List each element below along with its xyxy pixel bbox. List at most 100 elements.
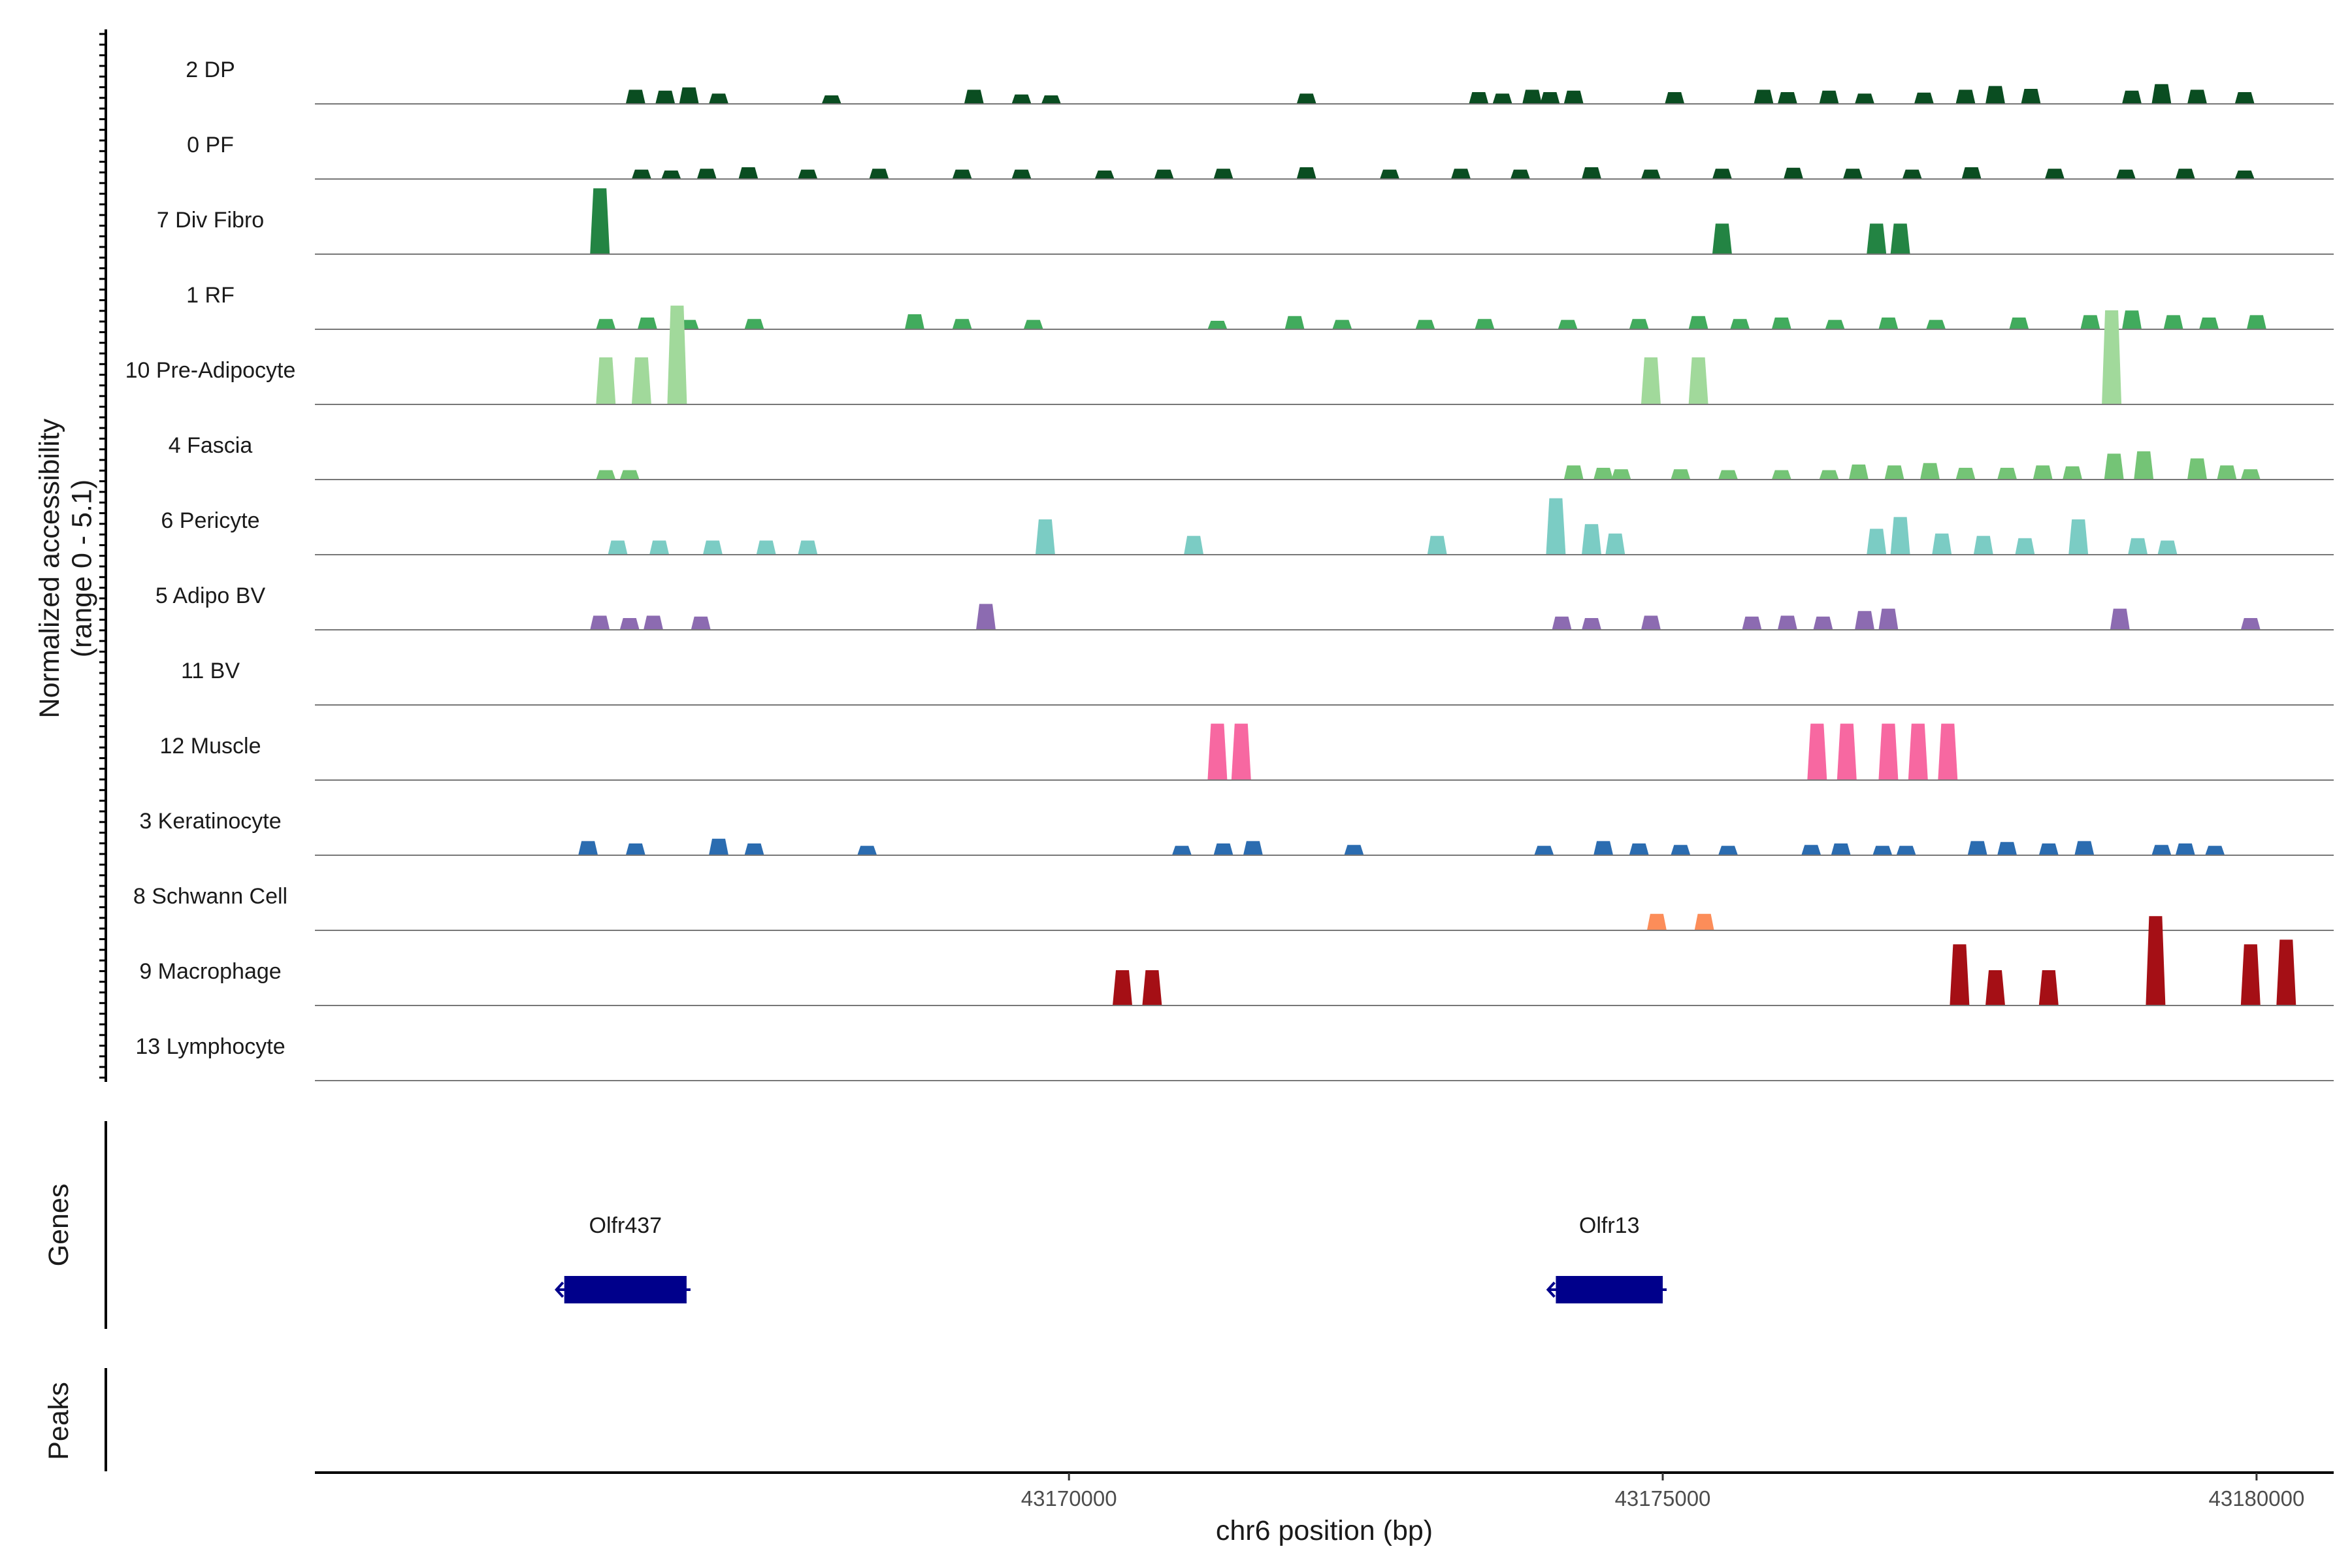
- accessibility-peak: [1902, 169, 1922, 179]
- accessibility-peak: [1475, 319, 1495, 329]
- accessibility-peak: [2163, 315, 2183, 329]
- accessibility-peak: [2276, 939, 2296, 1005]
- accessibility-peak: [2234, 171, 2255, 179]
- accessibility-peak: [631, 169, 651, 179]
- accessibility-peak: [1712, 169, 1732, 179]
- accessibility-peak: [667, 305, 687, 404]
- accessibility-peak: [2068, 519, 2089, 555]
- accessibility-peak: [1688, 316, 1708, 329]
- accessibility-peak: [1231, 723, 1251, 780]
- accessibility-peak: [2157, 540, 2178, 555]
- accessibility-peak: [661, 171, 681, 179]
- track-4-fascia: 4 Fascia: [169, 433, 2334, 480]
- x-axis-label: chr6 position (bp): [1216, 1515, 1433, 1546]
- accessibility-peak: [1878, 608, 1899, 630]
- accessibility-peak: [1094, 171, 1115, 179]
- accessibility-peak: [798, 169, 818, 179]
- accessibility-peak: [2063, 466, 2083, 480]
- accessibility-peak: [1867, 223, 1887, 254]
- x-tick-label: 43170000: [1021, 1486, 1117, 1511]
- peaks-panel: Peaks: [43, 1368, 107, 1471]
- accessibility-peak: [649, 540, 670, 555]
- accessibility-peak: [1629, 319, 1649, 329]
- track-label: 2 DP: [186, 57, 235, 82]
- accessibility-peak: [1593, 841, 1614, 855]
- accessibility-peak: [1011, 94, 1032, 104]
- accessibility-peak: [1771, 318, 1791, 329]
- accessibility-peak: [1985, 970, 2005, 1005]
- accessibility-peak: [1552, 616, 1572, 630]
- accessibility-peak: [1629, 843, 1649, 855]
- accessibility-peak: [1777, 92, 1797, 104]
- accessibility-peak: [1207, 321, 1228, 329]
- accessibility-peak: [1819, 470, 1839, 480]
- accessibility-peak: [709, 838, 728, 855]
- track-label: 9 Macrophage: [139, 959, 281, 984]
- accessibility-peak: [2074, 841, 2095, 855]
- accessibility-peak: [2234, 92, 2255, 104]
- accessibility-peak: [869, 169, 889, 179]
- track-label: 11 BV: [181, 659, 240, 683]
- accessibility-peak: [2009, 318, 2029, 329]
- accessibility-peak: [1534, 845, 1554, 855]
- accessibility-peak: [1688, 357, 1708, 404]
- accessibility-peak: [2033, 465, 2053, 480]
- accessibility-peak: [2115, 169, 2136, 179]
- accessibility-peak: [1985, 86, 2005, 104]
- accessibility-peak: [590, 615, 610, 630]
- accessibility-peak: [1842, 169, 1863, 179]
- track-12-muscle: 12 Muscle: [160, 723, 2334, 781]
- accessibility-peak: [1380, 169, 1399, 179]
- accessibility-peak: [1955, 90, 1976, 104]
- accessibility-peak: [1469, 92, 1489, 104]
- x-axis: 43170000 43175000 43180000 chr6 position (…: [315, 1471, 2334, 1546]
- accessibility-peak: [1825, 319, 1845, 329]
- accessibility-peak: [696, 169, 717, 179]
- accessibility-peak: [596, 470, 616, 480]
- accessibility-peak: [1932, 533, 1952, 555]
- accessibility-peak: [952, 169, 972, 179]
- accessibility-peak: [2080, 315, 2100, 329]
- accessibility-peak: [691, 616, 711, 630]
- accessibility-peak: [2205, 845, 2225, 855]
- accessibility-peak: [2104, 453, 2124, 480]
- track-8-schwann-cell: 8 Schwann Cell: [133, 884, 2334, 931]
- accessibility-peak: [1961, 167, 1982, 179]
- accessibility-peak: [1997, 468, 2017, 480]
- accessibility-peak: [2151, 845, 2172, 855]
- accessibility-peak: [1896, 845, 1916, 855]
- accessibility-peak: [1771, 470, 1791, 480]
- accessibility-peak: [2044, 169, 2065, 179]
- accessibility-peak: [1243, 841, 1263, 855]
- y-axis-label: Normalized accessibility(range 0 - 5.1): [34, 418, 97, 718]
- accessibility-peak: [1284, 316, 1305, 329]
- accessibility-peak: [1819, 90, 1839, 104]
- accessibility-peak: [608, 540, 628, 555]
- accessibility-peak: [1872, 845, 1893, 855]
- accessibility-peak: [1296, 93, 1316, 104]
- track-1-rf: 1 RF: [186, 283, 2334, 330]
- accessibility-peak: [2246, 315, 2266, 329]
- accessibility-peak: [1665, 92, 1685, 104]
- track-10-pre-adipocyte: 10 Pre-Adipocyte: [125, 305, 2334, 405]
- track-9-macrophage: 9 Macrophage: [139, 916, 2334, 1006]
- accessibility-peak: [1540, 92, 1560, 104]
- accessibility-peak: [738, 167, 759, 179]
- accessibility-peak: [2102, 310, 2122, 404]
- accessibility-peak: [625, 843, 645, 855]
- track-label: 0 PF: [187, 133, 234, 157]
- accessibility-peak: [1184, 536, 1204, 555]
- accessibility-peak: [1671, 845, 1691, 855]
- track-2-dp: 2 DP: [186, 57, 2334, 105]
- accessibility-peak: [1784, 167, 1803, 179]
- accessibility-peak: [1997, 841, 2017, 855]
- accessibility-peak: [2021, 89, 2041, 104]
- accessibility-peak: [655, 90, 676, 104]
- accessibility-peak: [2151, 84, 2172, 104]
- x-tick-label: 43180000: [2208, 1486, 2304, 1511]
- accessibility-peak: [2240, 469, 2261, 480]
- accessibility-peak: [1582, 618, 1601, 630]
- accessibility-peak: [1848, 465, 1869, 480]
- accessibility-peak: [1878, 318, 1899, 329]
